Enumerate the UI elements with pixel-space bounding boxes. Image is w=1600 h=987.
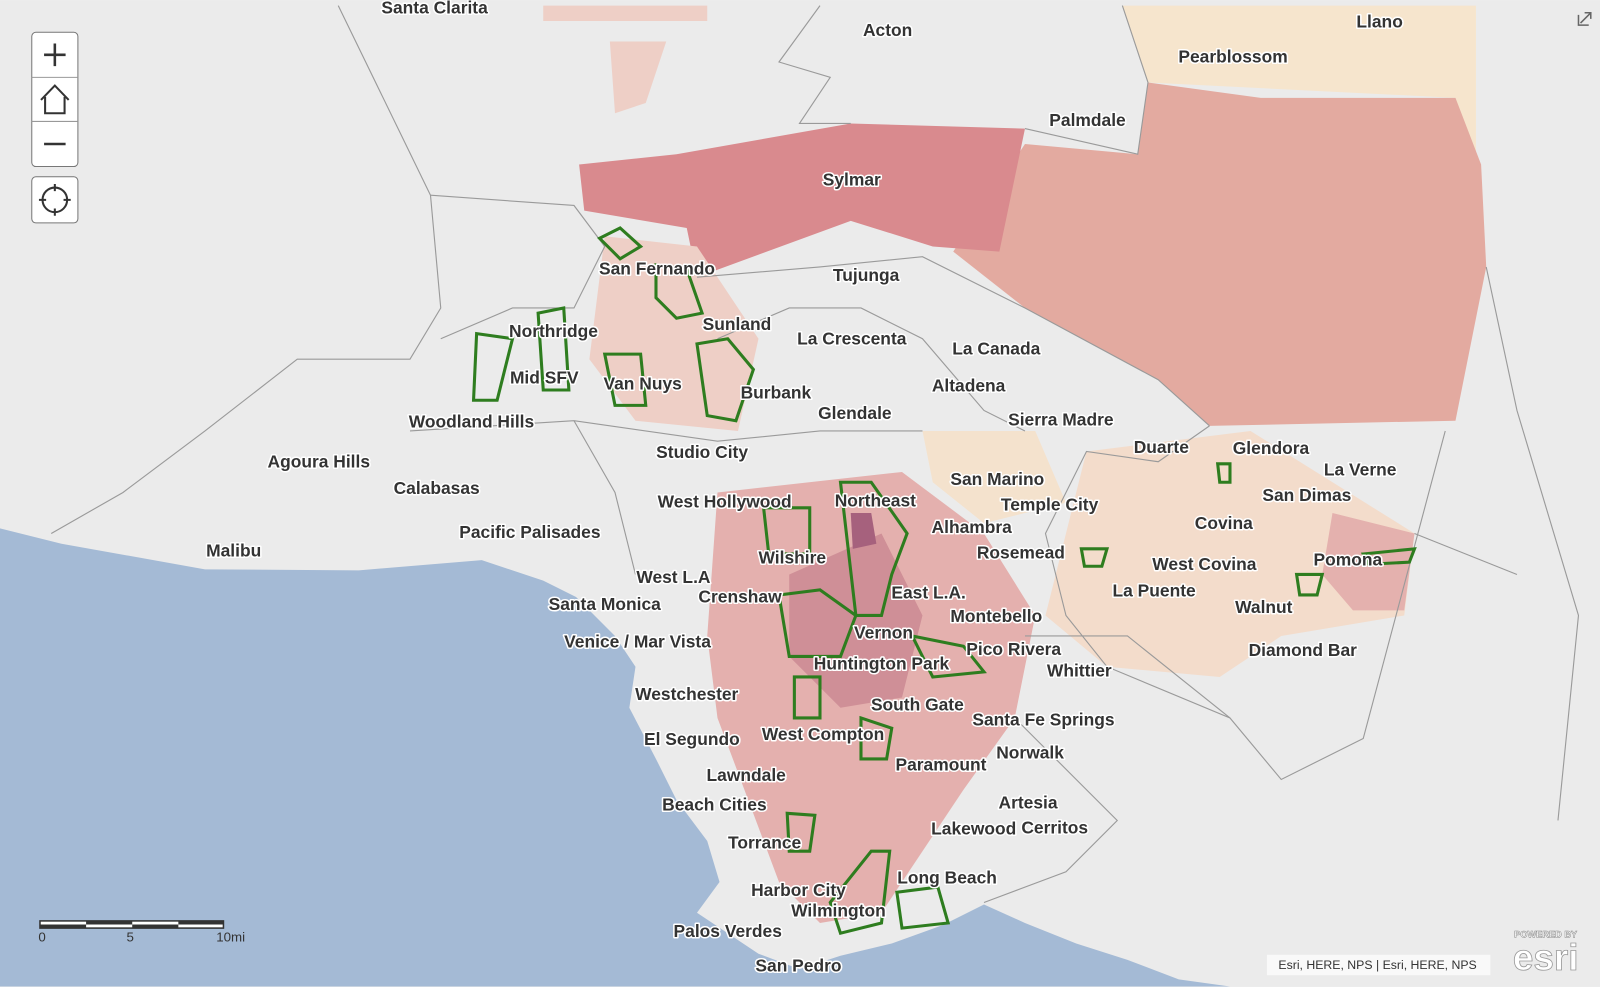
place-label: San Fernando [599,259,715,279]
zoom-in-button[interactable] [32,32,78,77]
place-label: Cerritos [1021,817,1088,837]
place-label: Pico Rivera [966,639,1061,659]
place-label: Santa Monica [549,594,662,614]
logo-caption: POWERED BY [1514,929,1577,939]
place-label: Tujunga [833,265,900,285]
place-label: Pearblossom [1178,46,1287,66]
place-label: West Covina [1152,554,1256,574]
place-label: Westchester [635,684,738,704]
place-label: Palmdale [1049,110,1126,130]
place-label: Sunland [703,314,772,334]
attribution: Esri, HERE, NPS | Esri, HERE, NPS [1278,958,1476,972]
scale-label: 5 [126,929,133,944]
place-label: Crenshaw [698,587,782,607]
place-label: Alhambra [932,517,1013,537]
place-label: Beach Cities [662,795,766,815]
expand-button[interactable] [1577,12,1592,26]
place-label: Norwalk [996,742,1064,762]
place-label: Woodland Hills [409,411,534,431]
ocean [0,528,1230,987]
place-label: West Compton [762,724,884,744]
place-label: San Pedro [755,956,841,976]
place-label: Torrance [728,833,802,853]
place-label: Harbor City [751,880,846,900]
place-label: Rosemead [977,543,1065,563]
place-label: La Crescenta [797,328,907,348]
place-label: West L.A [636,567,711,587]
place-label: Burbank [741,383,812,403]
place-label: Pomona [1314,550,1383,570]
zoom-out-button[interactable] [32,121,78,166]
locate-button[interactable] [31,176,79,224]
place-label: Artesia [999,793,1058,813]
place-label: Long Beach [897,868,997,888]
scale-label: 0 [38,929,45,944]
place-label: San Dimas [1262,485,1351,505]
place-label: Venice / Mar Vista [564,632,711,652]
place-label: Paramount [895,755,986,775]
place-label: La Verne [1324,460,1397,480]
place-label: Van Nuys [603,373,681,393]
choropleth [543,5,1487,923]
place-label: Glendale [818,403,892,423]
place-label: South Gate [871,694,964,714]
place-label: Altadena [932,376,1006,396]
place-label: Glendora [1233,438,1310,458]
place-label: Wilmington [791,900,886,920]
place-label: Whittier [1047,660,1112,680]
place-label: Agoura Hills [268,451,371,471]
highlighted-tracts [471,226,1417,936]
place-label: Llano [1356,12,1402,32]
place-label: San Marino [950,469,1044,489]
place-label: La Canada [952,339,1040,359]
place-label: Northeast [835,490,916,510]
place-label: Vernon [854,623,913,643]
place-label: Mid SFV [510,367,579,387]
place-label: El Segundo [644,729,740,749]
zoom-panel [31,31,79,168]
place-labels: Santa Clarita Acton Llano Pearblossom Palmda… [205,0,1405,977]
logo: esri [1513,937,1579,978]
place-label: Calabasas [394,478,480,498]
boundaries [50,5,1580,903]
scale-bar: 0 5 10mi [38,920,245,944]
place-label: La Puente [1113,581,1197,601]
place-label: West Hollywood [658,491,792,511]
place-label: Palos Verdes [674,921,782,941]
place-label: Acton [863,20,912,40]
place-label: Covina [1195,513,1253,533]
place-label: Temple City [1001,494,1099,514]
attribution-bg [1266,954,1491,976]
place-label: Lakewood [931,818,1016,838]
place-label: Santa Clarita [381,0,488,17]
place-label: Pacific Palisades [459,522,600,542]
place-label: Malibu [206,541,261,561]
place-label: Walnut [1235,597,1293,617]
place-label: Duarte [1134,437,1189,457]
home-button[interactable] [32,77,78,121]
zoom-controls [31,31,79,224]
place-label: Huntington Park [814,653,950,673]
place-label: Diamond Bar [1249,640,1358,660]
place-label: Santa Fe Springs [972,710,1114,730]
place-label: Studio City [656,442,748,462]
place-label: Sylmar [823,169,881,189]
place-label: Northridge [509,321,598,341]
place-label: Lawndale [707,765,787,785]
place-label: Montebello [950,606,1042,626]
scale-label: 10mi [216,929,245,944]
place-label: East L.A. [891,583,965,603]
place-label: Wilshire [759,548,827,568]
place-label: Sierra Madre [1008,409,1114,429]
